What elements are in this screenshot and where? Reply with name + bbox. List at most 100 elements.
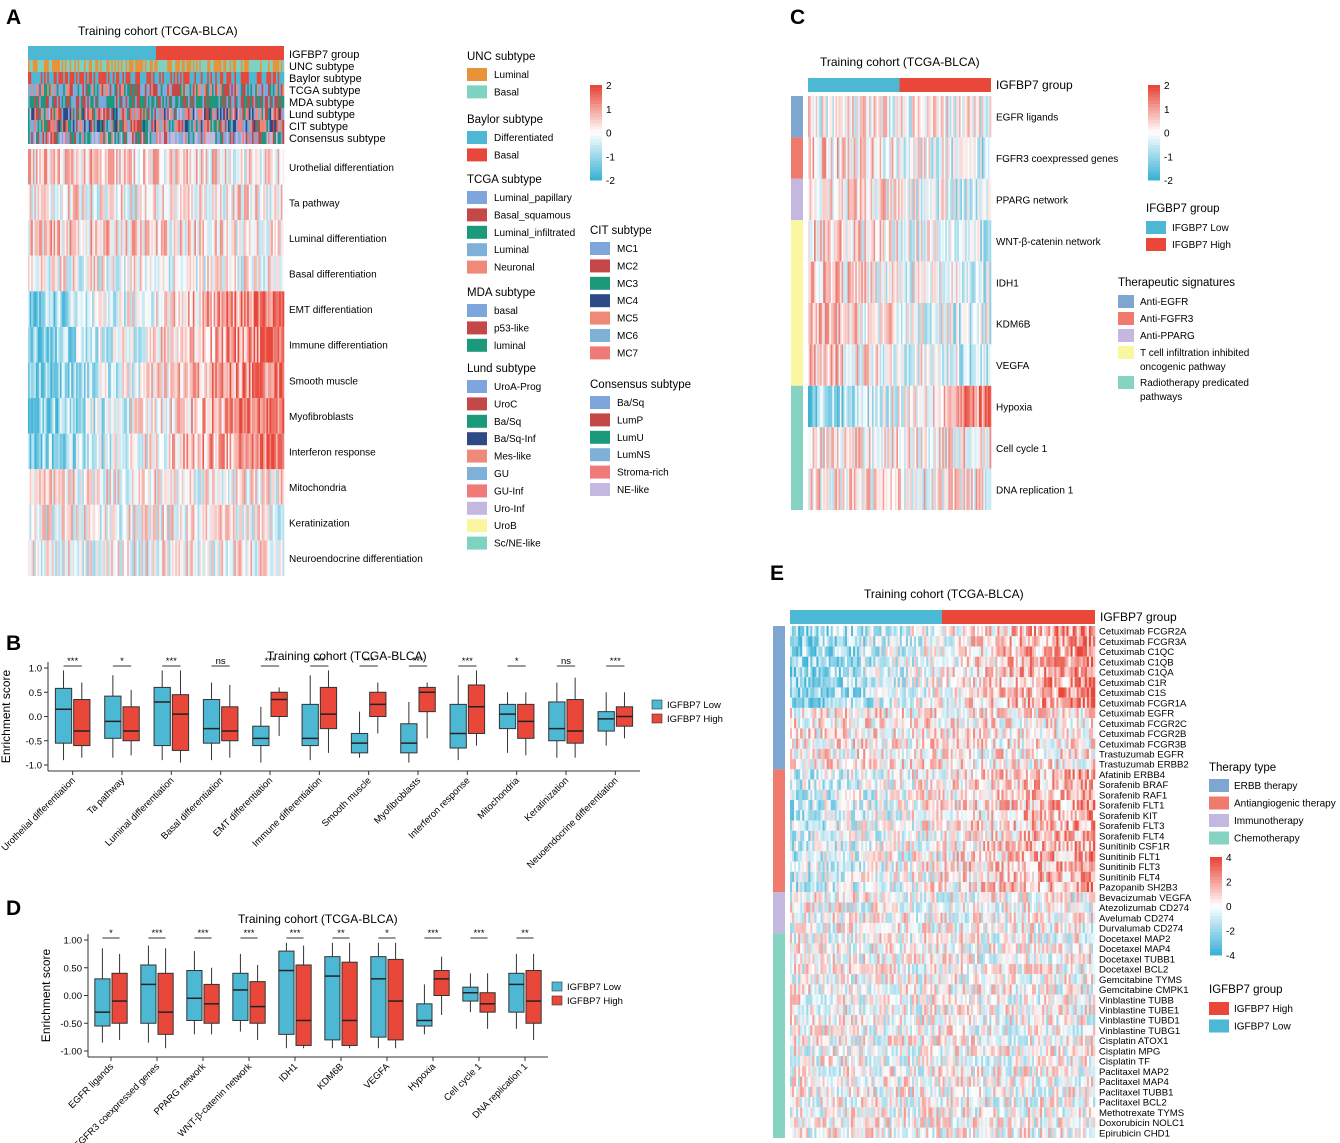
colorbar-segment: [1210, 860, 1222, 865]
annot-label: CIT subtype: [289, 121, 348, 133]
row-label: VEGFA: [996, 361, 1030, 372]
y-tick-label: 0.0: [29, 712, 42, 723]
sig-label: ***: [197, 928, 208, 939]
legend-swatch: [1146, 238, 1166, 251]
row-label: Vinblastine TUBD1: [1099, 1016, 1180, 1027]
row-label: Cetuximab FCGR2B: [1099, 729, 1186, 740]
legend-swatch: [1209, 1019, 1229, 1033]
x-tick-label: Keratinization: [523, 775, 571, 823]
y-tick-label: -1.0: [26, 761, 42, 772]
panel-e-title: Training cohort (TCGA-BLCA): [864, 587, 1024, 601]
colorbar-segment: [1210, 876, 1222, 881]
legend-swatch: [467, 148, 487, 162]
legend-swatch: [467, 397, 487, 411]
sig-label: *: [109, 928, 113, 939]
row-label: Cetuximab EGFR: [1099, 709, 1174, 720]
panel-c-legends: IFGBP7 group IFGBP7 Low IFGBP7 High Therape…: [1118, 203, 1249, 403]
legend-swatch: [1118, 295, 1134, 308]
annot-subtype-row: [28, 96, 285, 108]
row-label: Sunitinib FLT4: [1099, 872, 1161, 883]
x-tick-label: IDH1: [277, 1061, 300, 1084]
colorbar-segment: [590, 116, 602, 121]
box-high: [221, 706, 239, 742]
colorbar-segment: [590, 110, 602, 114]
colorbar-tick-label: 4: [1226, 853, 1232, 864]
box-high: [387, 958, 404, 1041]
legend-label: Luminal: [494, 245, 529, 256]
therapy-side-bar: [773, 933, 785, 1138]
box-low: [94, 978, 111, 1027]
box-low: [104, 695, 122, 739]
legend-swatch: [467, 85, 487, 99]
colorbar-segment: [590, 176, 602, 181]
annot-subtype-row: [28, 120, 285, 132]
panel-a-annotation-labels: IGFBP7 group UNC subtype Baylor subtype …: [289, 49, 386, 145]
row-label: Vinblastine TUBG1: [1099, 1026, 1180, 1037]
colorbar-segment: [1210, 892, 1222, 897]
legend-label: luminal: [494, 341, 526, 352]
panel-label-a: A: [6, 6, 21, 29]
row-label: Sorafenib KIT: [1099, 811, 1158, 822]
row-label: Docetaxel BCL2: [1099, 965, 1168, 976]
row-label: Urothelial differentiation: [289, 163, 394, 174]
annot-label: Baylor subtype: [289, 73, 362, 85]
box-high: [171, 694, 190, 751]
legend-label: MC7: [617, 348, 639, 359]
box-low: [400, 723, 418, 754]
panel-c-colorbar: 2 1 0 -1 -2: [1148, 81, 1173, 187]
legend-label: Stroma-rich: [617, 468, 669, 479]
colorbar-segment: [1210, 863, 1222, 868]
colorbar-segment: [1148, 100, 1160, 105]
colorbar-segment: [590, 132, 602, 137]
legend-swatch: [590, 276, 610, 290]
panel-a-heatmap: Training cohort (TCGA-BLCA) IGFBP7 group…: [28, 24, 691, 576]
legend-swatch: [590, 465, 610, 479]
panel-a-annotation-bars: [28, 46, 285, 144]
legend-swatch: [590, 396, 610, 409]
panel-a-title: Training cohort (TCGA-BLCA): [78, 24, 238, 38]
row-label: Cisplatin MPG: [1099, 1047, 1160, 1058]
legend-label: Uro-Inf: [494, 504, 525, 515]
colorbar-segment: [1210, 951, 1222, 956]
box-high: [73, 699, 91, 747]
panel-label-d: D: [6, 897, 21, 920]
legend-label: Sc/NE-like: [494, 539, 541, 550]
legend-title: CIT subtype: [590, 225, 652, 237]
legend-swatch: [467, 536, 487, 550]
legend-label: LumP: [617, 415, 643, 426]
panel-e-heatmap-body: [773, 610, 1096, 1138]
colorbar-segment: [1210, 932, 1222, 936]
sig-label: ***: [67, 656, 78, 667]
legend-swatch: [467, 449, 487, 463]
colorbar-segment: [1210, 902, 1222, 907]
y-tick-label: 1.0: [29, 664, 42, 675]
legend-label: IFGBP7 High: [1172, 240, 1231, 251]
row-label: Docetaxel TUBB1: [1099, 954, 1175, 965]
sig-label: ***: [151, 928, 162, 939]
therapy-side-bar: [773, 892, 785, 934]
legend-label: T cell infiltration inhibited: [1140, 348, 1249, 359]
legend-label: Ba/Sq: [617, 398, 644, 409]
row-label: Smooth muscle: [289, 376, 358, 387]
colorbar-segment: [1210, 919, 1222, 923]
box-high: [418, 686, 436, 713]
legend-label: p53-like: [494, 323, 529, 334]
panel-label-b: B: [6, 632, 21, 655]
box-low: [324, 956, 341, 1041]
signature-side-bar: [791, 96, 803, 138]
legend-swatch: [1209, 796, 1229, 810]
colorbar-segment: [1210, 925, 1222, 930]
legend-swatch: [590, 329, 610, 342]
x-tick-label: Mitochondria: [476, 775, 523, 822]
legend-swatch: [1118, 329, 1134, 342]
colorbar-segment: [1210, 915, 1222, 920]
legend-swatch: [590, 311, 610, 325]
y-tick-label: -0.5: [26, 736, 42, 747]
legend-label: Basal: [494, 87, 519, 98]
sig-label: ***: [473, 928, 484, 939]
legend-swatch: [1209, 831, 1229, 845]
colorbar-segment: [1210, 912, 1222, 917]
box-low: [153, 686, 171, 747]
row-label: Cetuximab C1QC: [1099, 647, 1174, 658]
panel-label-c: C: [790, 6, 805, 29]
